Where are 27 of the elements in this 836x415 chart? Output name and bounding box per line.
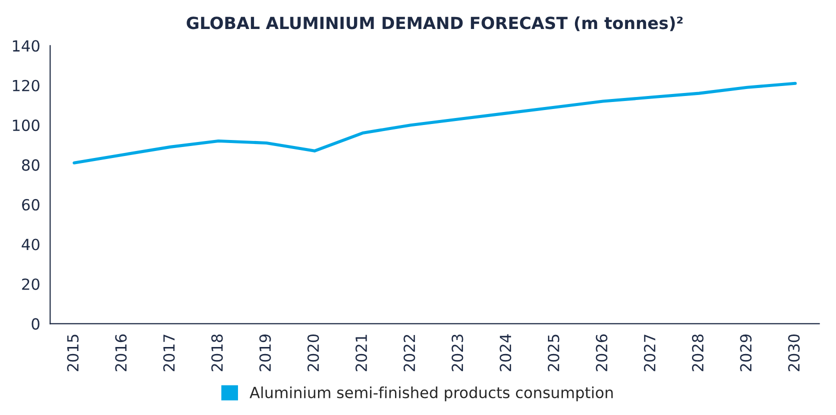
x-tick-label: 2015 (67, 334, 79, 372)
x-tick-label: 2028 (692, 334, 704, 372)
x-tick-label: 2030 (788, 334, 800, 372)
x-tick-label: 2020 (307, 334, 319, 372)
x-tick-label: 2022 (404, 334, 416, 372)
y-tick-label: 100 (12, 120, 40, 132)
y-tick-label: 20 (22, 278, 40, 290)
line-series (72, 82, 797, 164)
y-tick-label: 60 (22, 199, 40, 211)
x-tick-label: 2023 (452, 334, 464, 372)
x-tick-label: 2018 (211, 334, 223, 372)
x-tick-label: 2019 (259, 334, 271, 372)
y-tick-label: 0 (32, 318, 40, 330)
x-tick-label: 2025 (548, 334, 560, 372)
y-tick-label: 140 (12, 40, 40, 52)
y-tick-label: 80 (22, 159, 40, 171)
legend-label: Aluminium semi-finished products consumption (250, 386, 613, 402)
x-tick-label: 2024 (500, 334, 512, 372)
y-tick-label: 40 (22, 238, 40, 250)
x-tick-label: 2017 (163, 334, 175, 372)
x-tick-label: 2026 (596, 334, 608, 372)
x-tick-label: 2027 (644, 334, 656, 372)
x-tick-label: 2021 (355, 334, 368, 372)
x-tick-label: 2016 (115, 334, 127, 372)
chart-title: GLOBAL ALUMINIUM DEMAND FORECAST (m tonnes)² (186, 16, 683, 32)
y-tick-label: 120 (12, 80, 40, 92)
x-tick-label: 2029 (740, 334, 752, 372)
